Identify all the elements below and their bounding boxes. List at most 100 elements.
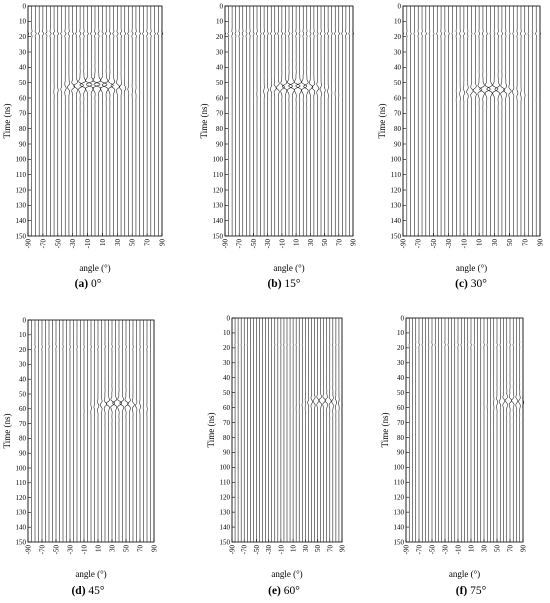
trace-line [245, 6, 248, 236]
trace-line [410, 6, 412, 236]
panel-angle: 15° [281, 278, 301, 290]
x-tick-label: -10 [81, 545, 89, 555]
trace-line [324, 318, 328, 542]
x-tick-label: 10 [476, 239, 484, 247]
trace-line [502, 318, 506, 542]
y-tick-label: 80 [19, 435, 27, 443]
y-tick-label: 100 [16, 156, 27, 164]
x-tick-label: 50 [506, 239, 514, 247]
trace-line [92, 6, 101, 236]
panel-e: 0 10 20 30 40 50 60 70 80 90 100 110 120 130 140 150-90… [206, 314, 347, 579]
trace-line [38, 6, 40, 236]
trace-line [451, 6, 453, 236]
y-tick-label: 100 [394, 464, 405, 472]
y-tick-label: 140 [16, 524, 27, 532]
y-tick-label: 0 [401, 314, 405, 322]
y-axis-label: Time (ns) [206, 413, 216, 448]
trace-line [119, 6, 122, 236]
y-tick-label: 120 [16, 186, 27, 194]
x-tick-label: -50 [253, 545, 261, 555]
trace-line [259, 6, 262, 236]
y-tick-label: 80 [397, 434, 405, 442]
trace-line [477, 6, 483, 236]
y-tick-label: 140 [394, 523, 405, 531]
trace-line [522, 318, 525, 542]
panel-tag: (f) [455, 585, 468, 597]
trace-line [263, 6, 265, 236]
trace-line [108, 6, 114, 236]
y-tick-label: 140 [16, 217, 27, 225]
trace-line [448, 6, 450, 236]
x-tick-label: -90 [403, 545, 411, 555]
y-tick-label: 80 [394, 125, 402, 133]
y-tick-label: 10 [397, 329, 405, 337]
y-tick-label: 150 [220, 538, 231, 546]
trace-line [273, 6, 277, 236]
y-axis-label: Time (ns) [380, 413, 390, 448]
y-tick-label: 50 [19, 390, 27, 398]
trace-line [256, 6, 258, 236]
trace-line [307, 318, 310, 542]
trace-line [402, 6, 404, 236]
panel-caption: (c) 30° [455, 278, 487, 290]
x-tick-label: 70 [144, 239, 152, 247]
trace-group [402, 6, 541, 236]
y-tick-label: 60 [394, 94, 402, 102]
x-tick-label: -30 [69, 239, 77, 249]
trace-line [85, 6, 93, 236]
x-tick-label: -70 [39, 239, 47, 249]
x-tick-label: -90 [229, 545, 237, 555]
x-tick-label: 50 [123, 545, 131, 553]
trace-line [492, 318, 495, 542]
trace-line [312, 318, 316, 542]
trace-line [34, 6, 37, 236]
x-axis-label: angle (°) [449, 569, 480, 579]
y-tick-label: 110 [391, 171, 402, 179]
trace-line [101, 6, 109, 236]
x-tick-label: 70 [335, 239, 343, 247]
trace-line [319, 6, 322, 236]
x-tick-label: -70 [241, 545, 249, 555]
trace-line [71, 6, 76, 236]
trace-line [267, 6, 269, 236]
panel-tag: (c) [455, 278, 468, 290]
trace-line [515, 318, 519, 542]
trace-line [97, 320, 100, 542]
trace-line [293, 6, 301, 236]
trace-line [413, 6, 415, 236]
y-tick-label: 20 [19, 346, 27, 354]
y-tick-label: 20 [394, 33, 402, 41]
y-tick-label: 90 [19, 450, 27, 458]
x-tick-label: -30 [264, 239, 272, 249]
y-tick-label: 80 [223, 434, 231, 442]
trace-line [238, 6, 241, 236]
trace-line [132, 320, 135, 542]
x-tick-label: 70 [326, 545, 334, 553]
trace-line [316, 6, 320, 236]
y-tick-label: 70 [216, 110, 224, 118]
x-tick-label: 30 [307, 239, 315, 247]
x-tick-label: -70 [416, 545, 424, 555]
trace-line [280, 6, 285, 236]
x-tick-label: 90 [159, 239, 167, 247]
trace-line [241, 6, 244, 236]
trace-line [146, 6, 149, 236]
x-axis-label: angle (°) [75, 569, 106, 579]
y-tick-label: 30 [216, 48, 224, 56]
y-axis-label: Time (ns) [2, 104, 12, 139]
y-tick-label: 10 [394, 18, 402, 26]
y-tick-label: 50 [223, 389, 231, 397]
trace-line [310, 318, 313, 542]
trace-line [304, 318, 307, 542]
trace-line [328, 318, 332, 542]
trace-line [105, 320, 110, 542]
trace-line [117, 320, 123, 542]
x-tick-label: 30 [109, 545, 117, 553]
x-tick-label: -90 [222, 239, 230, 249]
x-tick-label: 70 [137, 545, 145, 553]
trace-line [508, 318, 512, 542]
x-tick-label: 50 [314, 545, 322, 553]
y-tick-label: 70 [397, 419, 405, 427]
trace-line [524, 6, 526, 236]
y-tick-label: 120 [391, 186, 402, 194]
